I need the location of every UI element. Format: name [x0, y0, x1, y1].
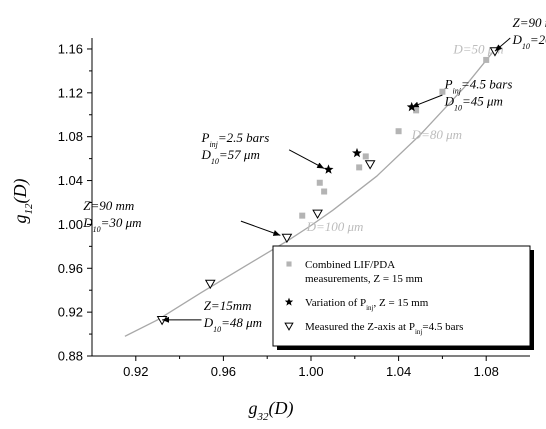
curve-labels: D=50 μm D=80 μm D=100 μm	[306, 41, 504, 234]
legend-marker-triangle-down	[284, 322, 294, 331]
lif-pda-point	[356, 164, 363, 171]
y-tick-label: 1.16	[58, 41, 83, 56]
y-tick-label: 0.96	[58, 261, 83, 276]
z-axis-point	[312, 209, 323, 219]
annotation-p45-d45-arrow	[411, 94, 443, 108]
x-tick-label: 0.96	[211, 364, 236, 379]
z-axis-point	[364, 160, 376, 170]
lif-pda-point	[316, 179, 323, 186]
legend-entry-text: Combined LIF/PDA	[305, 259, 395, 271]
x-tick-label: 1.08	[474, 364, 499, 379]
lif-pda-point	[395, 128, 402, 135]
annotation-p45-d45-line: D10=45 μm	[444, 93, 503, 112]
legend-marker-star	[284, 297, 294, 306]
annotation-p45-d45-line: Pinj=4.5 bars	[444, 76, 513, 95]
legend-marker-square	[286, 261, 292, 267]
annotation-z90-d26-line: D10=26 μm	[511, 32, 546, 51]
annotation-p25-d57-line: D10=57 μm	[201, 147, 260, 166]
annotation-z15-d48-line: D10=48 μm	[203, 315, 262, 334]
lif-pda-point	[413, 107, 420, 114]
lif-pda-point	[299, 212, 306, 219]
annotation-p25-d57-line: Pinj=2.5 bars	[201, 130, 270, 149]
legend-box	[272, 245, 531, 347]
x-tick-label: 0.92	[123, 364, 148, 379]
lif-pda-point	[439, 88, 446, 95]
x-axis-title: g32(D)	[249, 398, 294, 423]
z-axis-point	[204, 279, 216, 290]
y-tick-label: 0.88	[58, 349, 83, 364]
pinj-variation-point	[352, 147, 362, 158]
annotation-z90-d30-line: Z=90 mm	[83, 198, 134, 213]
curve-diameter-label: D=80 μm	[411, 127, 462, 142]
lif-pda-point	[321, 188, 328, 195]
annotation-z90-d30-line: D10=30 μm	[82, 215, 141, 234]
annotation-z90-d30-arrow	[240, 220, 281, 236]
z-axis-point	[281, 233, 293, 244]
y-tick-label: 1.08	[58, 129, 83, 144]
y-tick-label: 1.12	[58, 85, 83, 100]
y-tick-label: 0.92	[58, 305, 83, 320]
curve-diameter-label: D=50 μm	[452, 41, 503, 56]
curve-diameter-label: D=100 μm	[306, 219, 364, 234]
y-tick-label: 1.00	[58, 217, 83, 232]
legend-entry-text: measurements, Z = 15 mm	[305, 273, 423, 285]
annotation-z90-d26-line: Z=90 mm	[512, 15, 546, 30]
axes: 0.92 0.96 1.00 1.04 1.08 0.88 0.92 0.96 1.00 1.04…	[10, 38, 530, 423]
y-tick-label: 1.04	[58, 173, 83, 188]
fit-curve	[124, 46, 498, 337]
lif-pda-point	[483, 56, 490, 63]
legend: Combined LIF/PDA measurements, Z = 15 mm V…	[272, 245, 534, 350]
x-tick-label: 1.04	[386, 364, 411, 379]
pinj-variation-point	[323, 164, 334, 174]
annotation-z90-d26-arrow	[494, 37, 511, 52]
legend-entry-text: Variation of Pinj, Z = 15 mm	[305, 297, 429, 312]
y-axis-title: g12(D)	[10, 179, 35, 224]
lif-pda-point	[362, 153, 369, 160]
annotation-p25-d57-arrow	[288, 149, 325, 169]
fit-curve-group	[124, 46, 498, 337]
annotation-z15-d48-line: Z=15mm	[204, 298, 252, 313]
legend-entry-text: Measured the Z-axis at Pinj=4.5 bars	[305, 321, 463, 336]
x-tick-label: 1.00	[298, 364, 323, 379]
